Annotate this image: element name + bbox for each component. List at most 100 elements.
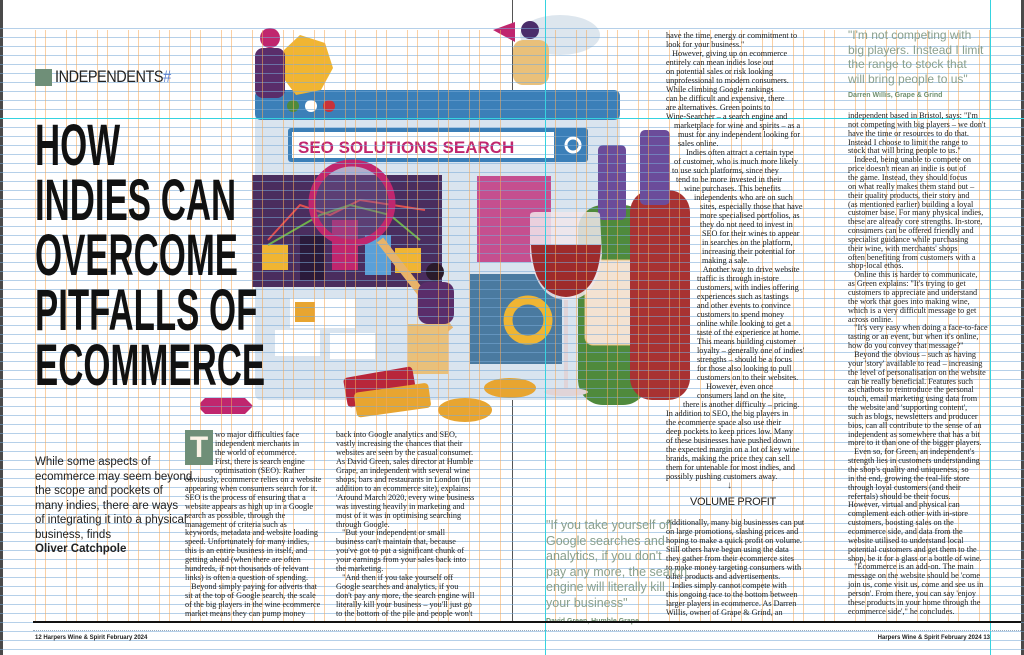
text-line: Wine-Searcher – a search engine and: [666, 112, 788, 121]
text-line: Beyond simply paying for adverts that: [185, 582, 317, 592]
text-line: addition to an ecommerce site), explains…: [336, 483, 471, 493]
text-line: was investing heavily in marketing and: [336, 501, 465, 511]
text-line: traffic is through in-store: [697, 274, 779, 283]
text-line: sales online.: [678, 139, 719, 148]
headline[interactable]: HOW INDIES CAN OVERCOME PITFALLS OF ECOM…: [35, 113, 418, 395]
text-line: shops, bars and restaurants in London (i…: [336, 474, 471, 484]
text-line: the website and 'supporting content',: [848, 403, 968, 413]
text-line: most of it was in optimising searching: [336, 510, 462, 520]
text-line: stock that will bring people to us.": [848, 146, 961, 156]
text-line: obviously, ecommerce relies on a website: [185, 474, 322, 484]
text-line: of these businesses have pushed down: [666, 436, 792, 445]
text-line: your earnings from your sales back into: [336, 555, 467, 565]
text-line: "It's very easy when doing a face-to-fac…: [848, 323, 988, 333]
text-line: they do not need to invest in: [700, 220, 793, 229]
text-line: tend to be more invested in their: [676, 175, 782, 184]
text-line: ecommerce side'," he concludes.: [848, 606, 955, 616]
text-line: don't pay any more, the search engine wi…: [336, 591, 475, 601]
text-line: to the bottom of the pile and people won…: [336, 609, 473, 618]
text-line: through loyal customers (and their: [848, 482, 961, 492]
text-line: unprofessional to modern consumers.: [666, 76, 789, 85]
text-line: speed. Unfortunately for many indies,: [185, 537, 310, 547]
text-line: As David Green, sales director at Humble: [336, 456, 474, 466]
person-gear: [260, 28, 280, 48]
headline-line: INDIES CAN: [35, 168, 237, 233]
text-line: market means they can pump money: [185, 609, 306, 618]
byline: Oliver Catchpole: [35, 543, 127, 555]
folio-right: Harpers Wine & Spirit February 2024 13: [877, 635, 990, 641]
text-line: tasting or an event, but when it's onlin…: [848, 332, 979, 342]
pull-quote-line: pay any more, the search: [546, 564, 688, 579]
text-line: these are already core strengths. In-sto…: [848, 217, 983, 227]
glass-base: [544, 388, 588, 396]
text-line: of customer, who is much more likely: [674, 157, 799, 166]
text-line: independent based in Bristol, says: "I'm: [848, 111, 978, 120]
text-line: touch, email marketing using data from: [848, 394, 978, 404]
footer-dotted-line: [33, 630, 1021, 631]
text-line: the game. Instead, they should focus: [848, 172, 968, 182]
text-line: customers on to their websites.: [697, 373, 799, 382]
pull-quote-green[interactable]: "If you take yourself off Google searche…: [546, 518, 687, 630]
pull-quote-line: will bring people to us": [848, 71, 968, 86]
text-line: as Green explains: "It's trying to get: [848, 279, 966, 289]
text-line: across online.: [848, 314, 894, 324]
text-line: However, even once: [700, 382, 773, 391]
text-line: consumers land on the site,: [697, 391, 786, 400]
standfirst[interactable]: While some aspects of ecommerce may seem…: [35, 455, 193, 557]
text-line: Online this is harder to communicate,: [848, 270, 978, 280]
text-line: of the big players in the wine ecommerce: [185, 600, 321, 610]
section-label[interactable]: INDEPENDENTS#: [35, 67, 191, 87]
text-line: While climbing Google rankings: [666, 85, 774, 94]
text-line: Beyond the obvious – such as having: [848, 349, 977, 359]
section-square-icon: [35, 68, 52, 86]
text-line: customers, with indies offering: [697, 283, 799, 292]
text-line: SEO is the process of ensuring that a: [185, 492, 306, 502]
text-line: Instead I choose to limit the range to: [848, 137, 968, 147]
text-line: vastly increasing the chances that their: [336, 438, 463, 448]
text-line: independents who are on such: [694, 193, 793, 202]
text-line: on potential sales or risk looking: [666, 67, 774, 76]
window-dot-red: [323, 100, 335, 112]
text-line: This means building customer: [697, 337, 796, 346]
text-line: "And then if you take yourself off: [336, 573, 454, 583]
text-line: experiences such as tastings: [697, 292, 789, 301]
standfirst-line: the scope and pockets of: [35, 485, 163, 497]
text-line: strengths – should be a focus: [697, 355, 792, 364]
text-line: the shop's quality and uniqueness, so: [848, 465, 969, 474]
text-line: message on the website should be 'come: [848, 571, 980, 581]
text-line: taste of the experience at home.: [697, 328, 801, 337]
text-line: shop-local ethos.: [848, 261, 904, 271]
pull-quote-green[interactable]: "I'm not competing with big players. Ins…: [848, 28, 983, 104]
text-line: must for any independent looking for: [678, 130, 801, 139]
gear-shape-pink: [200, 398, 253, 414]
text-line: the ecommerce space also use their: [666, 418, 782, 427]
text-line: deep pockets to keep prices low. Many: [666, 427, 794, 436]
person-gear-body: [255, 48, 285, 98]
text-line: the work that goes into making wine,: [848, 296, 970, 306]
standfirst-line: of integrating it into a physical: [35, 514, 187, 526]
pull-quote-attribution: Darren Willis, Grape & Grind: [848, 92, 943, 99]
text-line: brands, making the price they can sell: [666, 454, 790, 463]
text-line: making a sale.: [702, 256, 750, 265]
text-line: possibly pushing customers away.: [666, 472, 778, 481]
text-line: bios, can all contribute to the sense of…: [848, 420, 982, 430]
headline-line: PITFALLS OF: [35, 278, 258, 343]
text-line: their quality products, their story and: [848, 190, 970, 200]
headline-line: HOW: [35, 113, 121, 178]
person-searching: [426, 263, 444, 281]
text-line: Indies often attract a certain type: [686, 148, 794, 157]
text-line: the expected margin on a lot of key wine: [666, 445, 800, 454]
subheading[interactable]: VOLUME PROFIT: [690, 496, 776, 508]
guide-vertical[interactable]: [990, 0, 991, 655]
text-line: search as possible, through the: [185, 510, 286, 520]
bottle-neck-purple: [598, 145, 626, 220]
text-line: and other events to convince: [697, 301, 791, 310]
pull-quote-line: "If you take yourself off: [546, 518, 673, 532]
text-line: website utilised to understand local: [848, 535, 964, 545]
text-line: independent as somewhere that has a bit: [848, 429, 980, 439]
standfirst-line: many indies, there are ways: [35, 499, 179, 512]
standfirst-line: ecommerce may seem beyond: [35, 470, 193, 483]
person-searching-body: [418, 282, 454, 324]
text-line: your 'story' available to read – increas…: [848, 358, 983, 368]
window-dot-white: [305, 100, 317, 112]
